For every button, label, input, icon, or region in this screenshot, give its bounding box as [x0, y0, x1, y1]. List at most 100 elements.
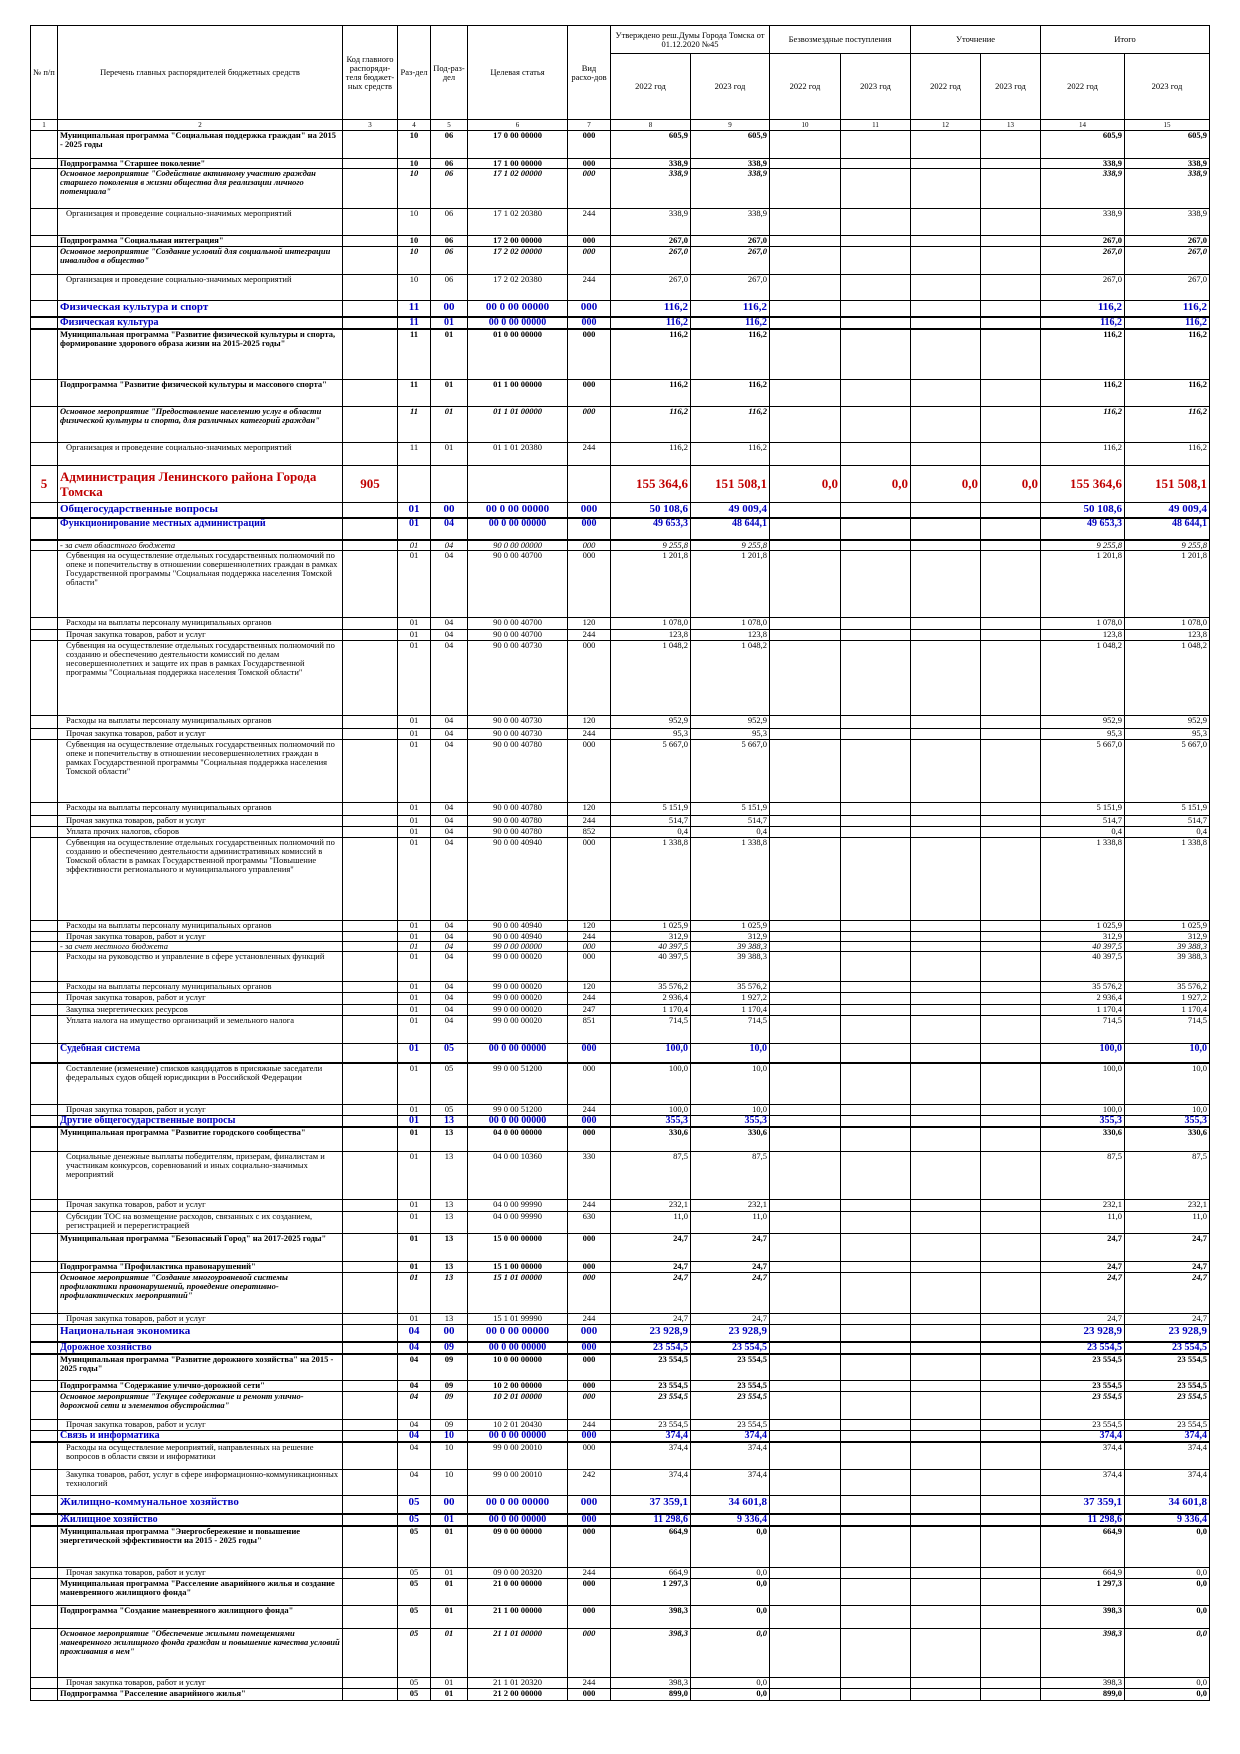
amount-cell: 1 927,2 [1124, 992, 1211, 1005]
amount-cell [840, 517, 912, 541]
code-cell: 000 [567, 951, 611, 983]
code-cell: 000 [567, 405, 611, 444]
code-cell [342, 1341, 398, 1355]
amount-cell [980, 727, 1042, 740]
code-cell [30, 1566, 58, 1579]
code-cell: 05 [397, 1495, 431, 1515]
amount-cell [980, 825, 1042, 839]
code-cell [342, 1115, 398, 1128]
amount-cell [769, 1104, 842, 1117]
amount-cell: 39 388,3 [689, 951, 771, 983]
amount-cell: 338,9 [689, 208, 771, 236]
code-cell: 06 [430, 246, 468, 275]
code-cell [342, 1062, 398, 1106]
code-cell: 17 2 02 00000 [467, 246, 568, 275]
code-cell: 10 [430, 1441, 468, 1470]
amount-cell [910, 1126, 982, 1153]
code-cell: 01 [397, 919, 431, 933]
code-cell: 00 0 00 00000 [467, 1324, 568, 1343]
amount-cell [769, 1430, 842, 1443]
amount-cell: 5 151,9 [689, 802, 771, 816]
amount-cell [910, 1115, 982, 1128]
amount-cell: 9 255,8 [1124, 539, 1211, 551]
amount-cell: 49 009,4 [1124, 501, 1211, 519]
code-cell: 13 [430, 1115, 468, 1128]
amount-cell: 899,0 [610, 1688, 691, 1701]
code-cell [30, 539, 58, 551]
amount-cell [840, 442, 912, 466]
table-row: Прочая закупка товаров, работ и услуг 01 0… [30, 814, 1211, 827]
amount-cell: 338,9 [1124, 167, 1211, 210]
amount-cell: 1 078,0 [689, 616, 771, 631]
amount-cell [910, 738, 982, 804]
amount-cell: 0,4 [689, 825, 771, 839]
amount-cell [980, 550, 1042, 618]
amount-cell [769, 629, 842, 642]
amount-cell: 952,9 [610, 715, 691, 729]
row-name: Прочая закупка товаров, работ и услуг [57, 1419, 343, 1432]
row-name: Основное мероприятие "Создание условий д… [57, 246, 343, 275]
code-cell [342, 1380, 398, 1393]
amount-cell [769, 442, 842, 466]
header-year: 2023 год [840, 53, 912, 120]
code-cell [30, 1324, 58, 1343]
code-cell [342, 1271, 398, 1315]
amount-cell: 48 644,1 [689, 517, 771, 541]
code-cell: 01 [397, 1126, 431, 1153]
code-cell [30, 802, 58, 816]
amount-cell: 398,3 [1040, 1677, 1126, 1690]
amount-cell [769, 941, 842, 953]
code-cell [30, 837, 58, 921]
amount-cell [910, 208, 982, 236]
code-cell: 05 [397, 1525, 431, 1568]
amount-cell [840, 157, 912, 169]
row-name: Подпрограмма "Развитие физической культу… [57, 378, 343, 407]
amount-cell [769, 1525, 842, 1568]
code-cell: 04 [430, 837, 468, 921]
code-cell: 99 0 00 20010 [467, 1441, 568, 1470]
code-cell: 000 [567, 1380, 611, 1393]
code-cell [30, 1628, 58, 1679]
row-name: Физическая культура [57, 316, 343, 330]
amount-cell: 9 255,8 [610, 539, 691, 551]
amount-cell: 2 936,4 [1040, 992, 1126, 1005]
code-cell: 000 [567, 1688, 611, 1701]
code-cell [30, 1210, 58, 1234]
header-year: 2023 год [980, 53, 1042, 120]
amount-cell [910, 992, 982, 1005]
amount-cell [769, 405, 842, 444]
code-cell: 90 0 00 40780 [467, 738, 568, 804]
code-cell: 01 [430, 1677, 468, 1690]
amount-cell: 232,1 [1124, 1199, 1211, 1212]
code-cell [30, 1430, 58, 1443]
amount-cell [840, 1232, 912, 1262]
code-cell: 04 [397, 1380, 431, 1393]
code-cell: 21 2 00 00000 [467, 1688, 568, 1701]
amount-cell: 23 554,5 [610, 1380, 691, 1393]
amount-cell: 0,0 [769, 464, 842, 503]
code-cell: 01 [430, 1513, 468, 1527]
amount-cell [980, 1419, 1042, 1432]
header-cell: Раз-дел [397, 25, 431, 120]
amount-cell: 123,8 [1124, 629, 1211, 642]
amount-cell [769, 1115, 842, 1128]
amount-cell [840, 1513, 912, 1527]
amount-cell: 116,2 [610, 328, 691, 380]
amount-cell: 50 108,6 [610, 501, 691, 519]
code-cell: 01 [430, 1604, 468, 1630]
code-cell: 90 0 00 40940 [467, 930, 568, 943]
amount-cell [910, 1313, 982, 1326]
table-row: Прочая закупка товаров, работ и услуг 01 0… [30, 727, 1211, 740]
amount-cell: 23 554,5 [689, 1391, 771, 1421]
code-cell: 905 [342, 464, 398, 503]
code-cell: 90 0 00 40730 [467, 727, 568, 740]
amount-cell: 2 936,4 [610, 992, 691, 1005]
code-cell: 04 [397, 1430, 431, 1443]
code-cell: 01 [397, 640, 431, 717]
code-cell [342, 1042, 398, 1064]
amount-cell [910, 1151, 982, 1201]
row-name: Основное мероприятие "Текущее содержание… [57, 1391, 343, 1421]
amount-cell: 232,1 [1040, 1199, 1126, 1212]
amount-cell: 514,7 [1040, 814, 1126, 827]
amount-cell: 24,7 [689, 1271, 771, 1315]
